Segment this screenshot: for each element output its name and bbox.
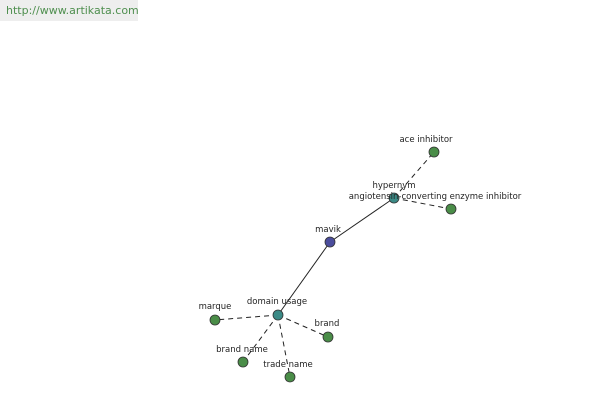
dashed-edge	[393, 151, 435, 199]
node	[322, 331, 334, 343]
node-label: ace inhibitor	[399, 135, 453, 145]
dashed-edge	[277, 314, 329, 338]
dashed-edge	[214, 314, 279, 321]
edge	[329, 197, 395, 243]
node-label: brand name	[216, 345, 268, 355]
node-label: hypernym	[372, 181, 415, 191]
dashed-edge	[277, 314, 291, 378]
edge	[277, 241, 331, 316]
node	[324, 236, 336, 248]
url-banner: http://www.artikata.com	[0, 0, 139, 21]
node-label: angiotensin-converting enzyme inhibitor	[349, 192, 522, 202]
node	[209, 314, 221, 326]
node-label: brand	[315, 319, 340, 329]
node	[272, 309, 284, 321]
node	[237, 356, 249, 368]
node	[445, 203, 457, 215]
node	[284, 371, 296, 383]
node-label: trade name	[263, 360, 312, 370]
dashed-edge	[393, 197, 452, 210]
node	[428, 146, 440, 158]
node-label: domain usage	[247, 297, 307, 307]
node-label: mavik	[315, 225, 341, 235]
node-label: marque	[199, 302, 232, 312]
node	[388, 192, 400, 204]
dashed-edge	[242, 314, 279, 363]
url-text[interactable]: http://www.artikata.com	[6, 4, 139, 17]
